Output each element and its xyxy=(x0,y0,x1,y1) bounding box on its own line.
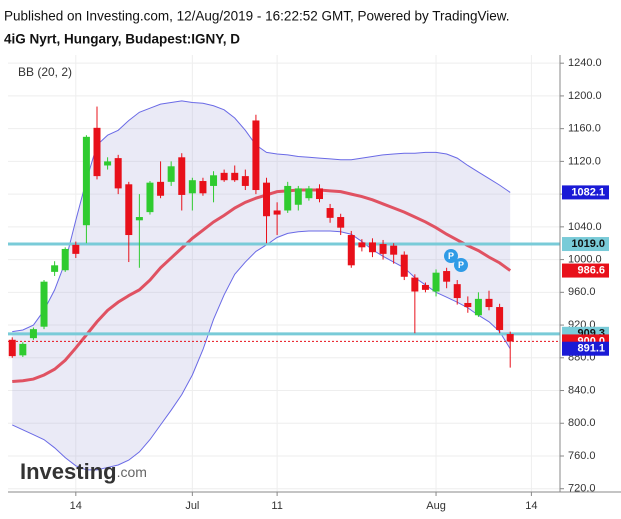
logo-suffix: .com xyxy=(117,464,147,480)
x-tick-label: Jul xyxy=(185,500,199,512)
p-marker xyxy=(444,249,458,263)
candle-body xyxy=(114,158,122,189)
candle-body xyxy=(220,172,228,181)
candle-body xyxy=(72,244,80,254)
candle-body xyxy=(379,244,387,254)
y-tick-label: 960.0 xyxy=(568,286,596,298)
marks xyxy=(8,100,560,471)
axis-labels: 720.0760.0800.0840.0880.0920.0960.01000.… xyxy=(70,57,609,512)
price-tag: 986.6 xyxy=(577,264,605,276)
x-tick-label: 14 xyxy=(70,500,82,512)
p-marker xyxy=(454,258,468,272)
logo: Investing.com xyxy=(20,459,147,484)
candle-body xyxy=(231,172,239,181)
candle-body xyxy=(210,175,218,186)
y-tick-label: 760.0 xyxy=(568,450,596,462)
candle-body xyxy=(390,245,398,255)
candle-body xyxy=(241,176,249,186)
x-tick-label: 11 xyxy=(271,500,282,512)
candle-body xyxy=(263,182,271,217)
candle-body xyxy=(421,284,429,290)
band-middle xyxy=(12,188,512,384)
price-tag-bg xyxy=(562,263,609,278)
candle-body xyxy=(496,307,504,330)
y-tick-label: 1200.0 xyxy=(568,90,602,102)
candle-body xyxy=(252,120,260,191)
candle-body xyxy=(337,217,345,228)
candle-body xyxy=(474,298,482,316)
candle-body xyxy=(135,217,143,221)
candle-body xyxy=(8,339,16,357)
candle-body xyxy=(432,272,440,292)
candle-body xyxy=(368,242,376,253)
candle-body xyxy=(284,185,292,211)
price-tag: 891.1 xyxy=(577,343,605,355)
x-tick-label: 14 xyxy=(525,500,537,512)
logo-main: Investing xyxy=(20,459,117,484)
price-tag: 1019.0 xyxy=(571,238,605,250)
candle-body xyxy=(315,188,323,200)
y-tick-label: 1240.0 xyxy=(568,57,602,69)
candle-body xyxy=(347,235,355,266)
p-marker-text: P xyxy=(458,260,464,270)
candle-body xyxy=(464,302,472,308)
y-tick-label: 840.0 xyxy=(568,384,596,396)
candle-body xyxy=(400,254,408,277)
candle-body xyxy=(19,343,27,356)
candle-body xyxy=(443,271,451,282)
candle-body xyxy=(305,188,313,199)
indicator-label: BB (20, 2) xyxy=(18,65,72,79)
y-tick-label: 1040.0 xyxy=(568,221,602,233)
candle-body xyxy=(82,136,90,226)
candle-body xyxy=(125,184,133,236)
candle-body xyxy=(199,181,207,194)
candle-body xyxy=(411,277,419,292)
candle-body xyxy=(358,242,366,248)
candle-body xyxy=(294,188,302,205)
candle-body xyxy=(146,182,154,213)
candle-body xyxy=(167,166,175,182)
candle-body xyxy=(506,334,514,342)
band-fill xyxy=(12,100,511,470)
price-tag-bg xyxy=(562,341,609,356)
candle-body xyxy=(188,180,196,194)
y-tick-label: 1120.0 xyxy=(568,155,601,167)
candle-body xyxy=(61,248,69,271)
candle-body xyxy=(453,284,461,299)
candle-body xyxy=(51,265,59,272)
candle-body xyxy=(326,208,334,218)
candle-body xyxy=(178,157,186,195)
candle-body xyxy=(104,161,112,166)
price-tag: 1082.1 xyxy=(571,186,605,198)
annotation-icons: P P xyxy=(444,249,468,272)
candle-body xyxy=(93,127,101,177)
x-tick-label: Aug xyxy=(426,500,446,512)
candle-body xyxy=(273,210,281,215)
price-tag-bg xyxy=(562,237,609,252)
y-tick-label: 800.0 xyxy=(568,417,596,429)
y-tick-label: 1000.0 xyxy=(568,253,602,265)
chart-title: 4iG Nyrt, Hungary, Budapest:IGNY, D xyxy=(4,32,240,47)
candle-body xyxy=(157,181,165,196)
candle-body xyxy=(29,329,37,339)
published-note: Published on Investing.com, 12/Aug/2019 … xyxy=(4,9,510,24)
p-marker-text: P xyxy=(448,251,454,261)
candle-body xyxy=(485,298,493,308)
y-tick-label: 1160.0 xyxy=(568,123,601,135)
price-tag-bg xyxy=(562,185,609,200)
candle-body xyxy=(40,281,48,327)
y-tick-label: 720.0 xyxy=(568,483,596,495)
